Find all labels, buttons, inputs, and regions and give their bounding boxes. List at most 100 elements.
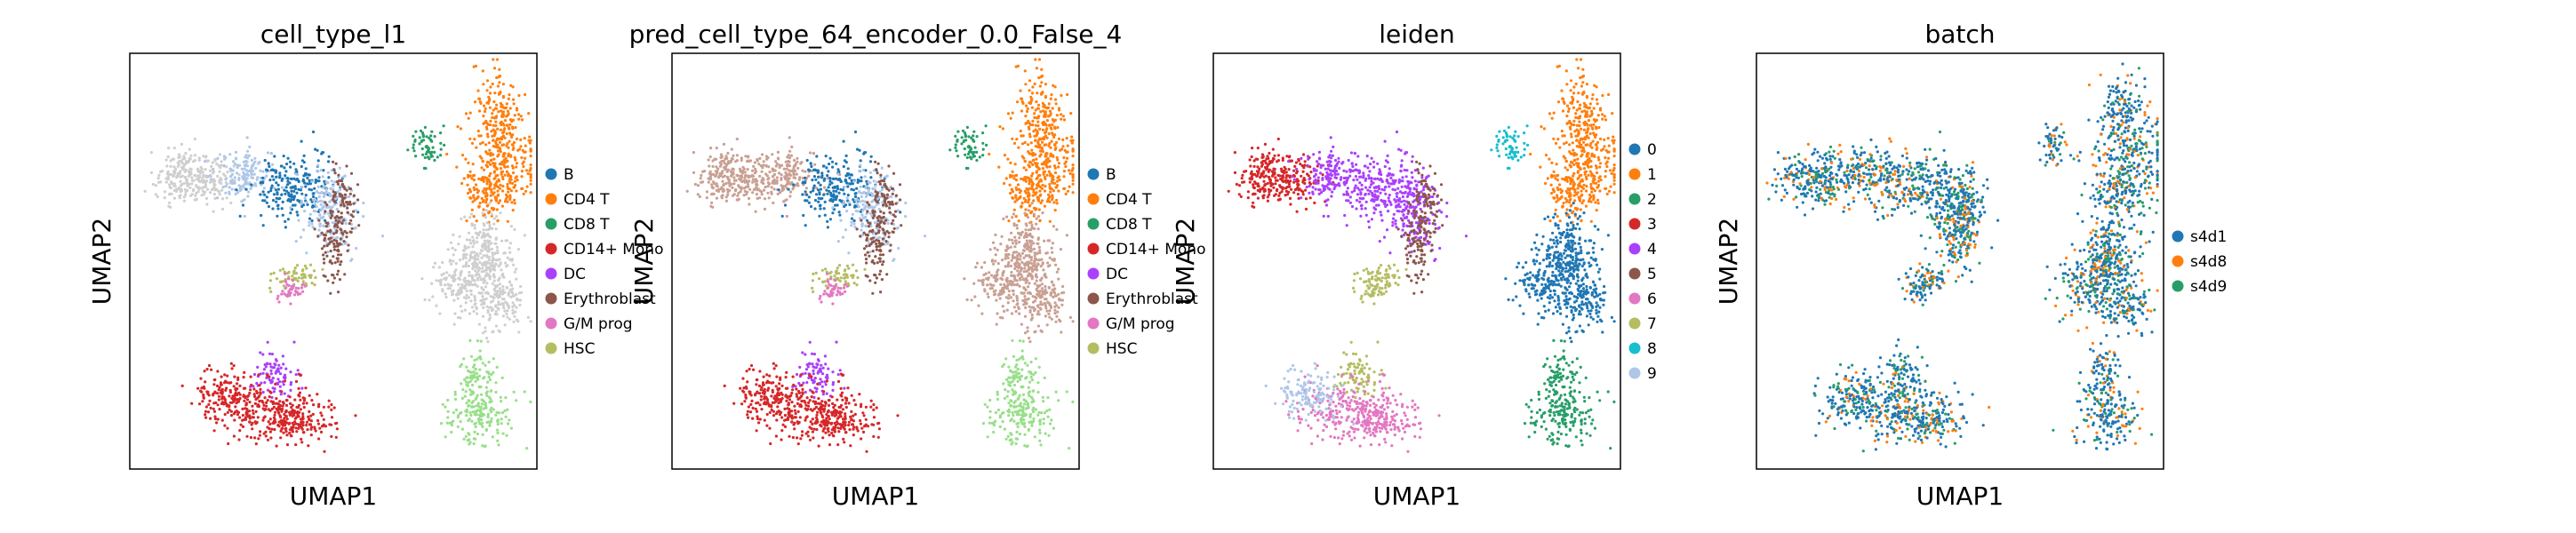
umap-cell-point <box>184 176 188 179</box>
umap-cell-point <box>723 162 726 165</box>
umap-cell-point <box>1023 69 1027 73</box>
umap-cell-point <box>885 193 890 196</box>
umap-cell-point <box>509 225 514 228</box>
umap-cell-point <box>1008 183 1012 187</box>
umap-cell-point <box>867 187 870 191</box>
umap-cell-point <box>748 203 751 206</box>
umap-cell-point <box>494 390 498 394</box>
umap-cell-point <box>849 173 853 177</box>
umap-cell-point <box>847 266 851 270</box>
umap-cell-point <box>1045 309 1049 313</box>
umap-cell-point <box>512 390 516 394</box>
umap-cell-point <box>206 410 211 414</box>
umap-cell-point <box>828 156 832 160</box>
umap-cell-point <box>490 190 493 194</box>
umap-cell-point <box>477 385 481 389</box>
umap-cell-point <box>824 155 828 158</box>
umap-cell-point <box>1047 115 1051 118</box>
umap-cell-point <box>707 158 710 162</box>
umap-cell-point <box>1011 238 1014 242</box>
umap-cell-point <box>737 191 740 195</box>
umap-cell-point <box>481 362 484 365</box>
umap-cell-point <box>839 276 843 280</box>
umap-cell-point <box>329 187 332 190</box>
umap-cell-point <box>788 136 791 139</box>
umap-cell-point <box>470 401 474 405</box>
umap-cell-point <box>314 275 317 280</box>
umap-cell-point <box>876 219 880 222</box>
umap-cell-point <box>441 402 444 406</box>
umap-cell-point <box>520 155 524 160</box>
umap-cell-point <box>1044 134 1047 138</box>
umap-cell-point <box>510 259 514 262</box>
umap-cell-point <box>488 183 492 187</box>
umap-cell-point <box>468 312 472 315</box>
umap-cell-point <box>201 176 204 179</box>
umap-cell-point <box>281 200 284 203</box>
umap-cell-point <box>1020 134 1023 138</box>
umap-cell-point <box>264 365 268 369</box>
umap-cell-point <box>498 146 501 149</box>
umap-cell-point <box>1053 98 1058 101</box>
umap-cell-point <box>884 232 887 236</box>
umap-cell-point <box>466 376 469 379</box>
umap-cell-point <box>212 394 215 397</box>
umap-cell-point <box>1039 92 1044 96</box>
umap-cell-point <box>841 235 845 239</box>
umap-cell-point <box>167 147 171 150</box>
umap-cell-point <box>299 408 302 411</box>
umap-cell-point <box>822 179 826 182</box>
umap-cell-point <box>1043 189 1047 193</box>
umap-cell-point <box>250 166 253 170</box>
umap-cell-point <box>285 418 289 421</box>
umap-cell-point <box>468 438 471 442</box>
umap-cell-point <box>1049 190 1052 194</box>
umap-cell-point <box>1051 131 1054 135</box>
umap-cell-point <box>482 168 486 171</box>
umap-cell-point <box>478 349 482 353</box>
umap-cell-point <box>323 449 326 453</box>
umap-cell-point <box>157 180 161 184</box>
umap-cell-point <box>250 383 253 387</box>
umap-cell-point <box>814 271 818 274</box>
umap-cell-point <box>323 185 326 188</box>
umap-cell-point <box>474 379 477 383</box>
umap-cell-point <box>512 263 516 266</box>
umap-cell-point <box>1012 141 1017 145</box>
umap-cell-point <box>253 160 257 163</box>
umap-cell-point <box>322 233 325 236</box>
umap-cell-point <box>1067 169 1071 172</box>
umap-cell-point <box>476 258 480 261</box>
umap-cell-point <box>280 410 284 413</box>
umap-cell-point <box>204 416 208 419</box>
umap-cell-point <box>685 189 689 193</box>
umap-cell-point <box>1050 179 1053 183</box>
umap-cell-point <box>491 251 494 255</box>
umap-cell-point <box>477 418 481 422</box>
umap-cell-point <box>207 394 211 397</box>
umap-cell-point <box>304 386 308 390</box>
umap-cell-point <box>481 140 484 145</box>
umap-cell-point <box>205 179 209 183</box>
umap-cell-point <box>1009 175 1012 179</box>
umap-cell-point <box>465 293 468 297</box>
umap-cell-point <box>440 273 444 277</box>
umap-cell-point <box>428 298 431 302</box>
umap-cell-point <box>820 300 823 304</box>
umap-cell-point <box>771 153 774 156</box>
umap-cell-point <box>500 268 503 272</box>
chart-title: cell_type_l1 <box>260 20 406 49</box>
umap-cell-point <box>284 219 287 223</box>
umap-cell-point <box>1045 173 1049 177</box>
umap-cell-point <box>488 174 492 178</box>
umap-cell-point <box>488 202 492 205</box>
umap-cell-point <box>735 198 739 202</box>
umap-cell-point <box>319 430 324 434</box>
umap-cell-point <box>707 180 710 184</box>
umap-cell-point <box>184 190 188 194</box>
umap-cell-point <box>470 141 475 145</box>
umap-cell-point <box>314 429 317 433</box>
umap-cell-point <box>473 363 476 367</box>
umap-cell-point <box>270 353 274 356</box>
umap-cell-point <box>1030 91 1035 95</box>
